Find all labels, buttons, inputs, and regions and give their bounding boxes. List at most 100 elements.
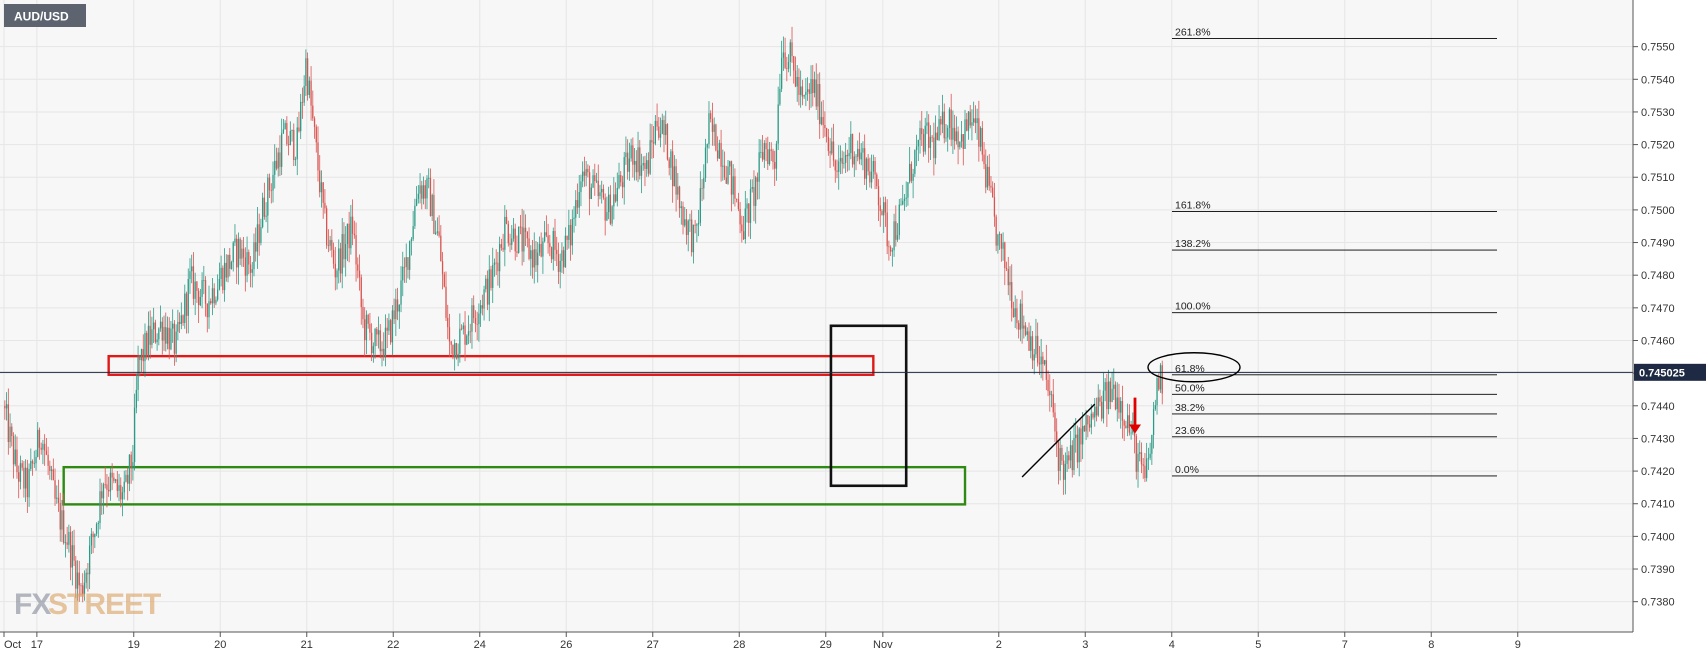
candle-body	[410, 239, 413, 242]
candle-body	[922, 134, 925, 152]
candle-body	[966, 119, 968, 131]
candle-body	[701, 188, 703, 190]
candle-body	[647, 160, 650, 174]
candle-body	[1099, 397, 1101, 402]
candle-body	[1049, 391, 1051, 396]
candle-body	[614, 194, 617, 202]
candle-body	[806, 89, 809, 92]
candle-body	[306, 58, 309, 96]
candle-body	[803, 94, 805, 97]
candle-body	[924, 125, 926, 152]
candle-body	[464, 325, 466, 345]
candle-body	[557, 254, 560, 272]
candle-body	[808, 89, 810, 94]
candle-body	[964, 119, 966, 149]
candle-body	[955, 131, 958, 142]
candle-body	[230, 262, 233, 269]
candle-body	[161, 321, 163, 341]
candle-body	[969, 111, 971, 126]
candle-body	[343, 234, 345, 260]
candle-body	[350, 216, 352, 249]
candle-body	[341, 234, 343, 274]
fib-level-label: 161.8%	[1175, 200, 1211, 212]
candle-body	[661, 120, 663, 134]
candle-body	[601, 188, 603, 193]
candle-body	[405, 257, 407, 267]
candle-body	[414, 205, 416, 227]
candle-body	[914, 150, 916, 174]
candle-body	[625, 152, 627, 158]
candle-body	[618, 175, 620, 188]
candle-body	[578, 192, 580, 208]
candle-body	[1092, 413, 1094, 418]
candle-body	[545, 232, 548, 236]
candle-body	[1114, 384, 1117, 410]
candle-body	[312, 105, 314, 119]
candle-body	[1043, 360, 1046, 365]
candle-body	[604, 197, 606, 221]
down-arrow-head	[1129, 424, 1141, 434]
candle-body	[11, 426, 13, 437]
candle-body	[460, 328, 463, 330]
candle-body	[855, 156, 857, 158]
fibonacci-levels: 261.8% 161.8% 138.2% 100.0% 61.8% 50.0% 38.2% 2…	[1172, 26, 1497, 477]
candle-body	[287, 144, 290, 146]
candle-body	[208, 301, 210, 318]
candle-body	[69, 531, 72, 568]
logo-fx-text: FX	[14, 588, 51, 621]
candle-body	[180, 315, 182, 325]
candle-body	[362, 307, 364, 320]
candle-body	[921, 128, 923, 135]
candle-body	[19, 463, 22, 482]
symbol-badge[interactable]: AUD/USD	[4, 4, 86, 27]
current-price-tag: 0.745025	[1634, 363, 1706, 381]
candle-body	[649, 140, 651, 174]
resistance-zone	[107, 354, 875, 376]
candle-body	[957, 131, 959, 148]
candle-body	[163, 327, 165, 341]
candle-body	[858, 148, 861, 160]
candle-body	[824, 125, 826, 129]
candle-body	[537, 252, 539, 266]
candle-body	[543, 232, 546, 242]
candle-body	[59, 503, 61, 530]
candle-body	[469, 331, 471, 333]
candle-body	[189, 271, 191, 279]
candle-body	[810, 79, 812, 94]
candle-body	[381, 348, 383, 352]
candle-body	[768, 149, 771, 165]
candle-body	[282, 129, 285, 134]
candle-body	[656, 120, 658, 127]
candle-body	[784, 52, 786, 68]
candle-body	[94, 533, 96, 538]
candle-body	[962, 134, 964, 149]
candle-body	[846, 154, 849, 157]
candle-body	[336, 270, 338, 278]
candle-body	[327, 245, 330, 247]
candle-body	[518, 226, 520, 253]
candle-body	[395, 299, 397, 320]
candle-body	[277, 152, 279, 169]
candle-body	[80, 585, 82, 587]
candle-body	[253, 242, 255, 270]
candle-body	[63, 510, 65, 544]
candle-body	[613, 194, 615, 207]
candle-body	[775, 143, 778, 169]
candle-body	[552, 230, 554, 260]
y-tick-label: 0.7390	[1641, 564, 1675, 576]
candle-body	[187, 278, 189, 316]
candle-body	[213, 288, 215, 304]
candle-body	[1158, 378, 1160, 390]
candle-body	[147, 325, 150, 356]
candle-body	[708, 113, 710, 145]
candle-body	[703, 178, 705, 189]
candle-body	[1042, 356, 1044, 365]
candle-body	[533, 249, 535, 268]
candle-body	[440, 235, 442, 262]
candle-body	[730, 161, 733, 195]
candle-body	[457, 353, 459, 359]
candle-body	[767, 149, 769, 165]
current-price-tag-bg	[1634, 363, 1706, 381]
candle-body	[1059, 447, 1061, 471]
